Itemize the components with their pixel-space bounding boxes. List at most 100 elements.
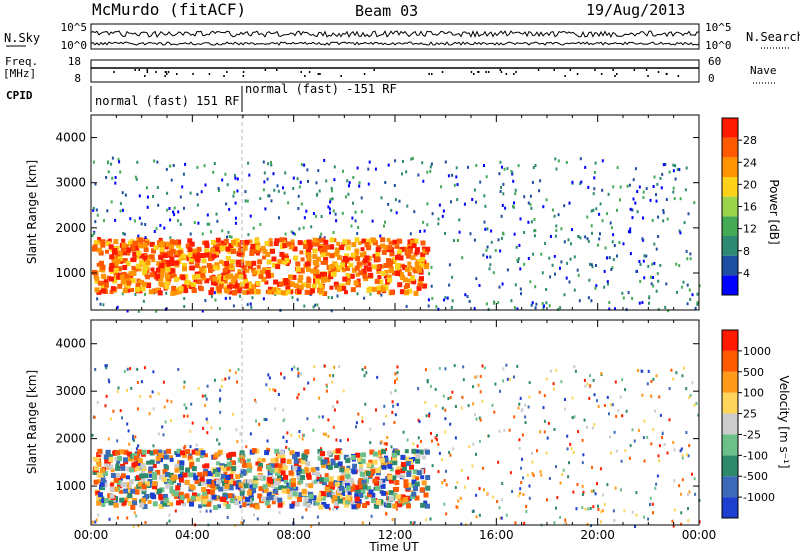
velocity-band-cell xyxy=(131,462,137,468)
velocity-cell xyxy=(149,395,152,398)
velocity-band-cell xyxy=(110,473,116,478)
power-band-cell xyxy=(228,263,234,269)
velocity-band-cell xyxy=(139,473,145,479)
power-band-cell xyxy=(119,274,125,280)
power-cell xyxy=(356,166,359,170)
power-cell xyxy=(529,194,532,198)
power-cell xyxy=(568,201,571,205)
power-cell xyxy=(456,198,459,202)
colorbar-tick-label: -100 xyxy=(743,449,768,462)
velocity-band-cell xyxy=(117,483,122,489)
nave-dot xyxy=(242,71,245,73)
nave-dot xyxy=(176,73,178,75)
velocity-band-cell xyxy=(321,501,327,507)
velocity-band-cell xyxy=(318,504,324,510)
velocity-cell xyxy=(162,380,165,384)
power-band-cell xyxy=(221,240,226,246)
velocity-band-cell xyxy=(289,503,295,509)
velocity-cell xyxy=(328,507,331,511)
power-band-cell xyxy=(395,271,401,276)
velocity-band-cell xyxy=(394,450,400,456)
velocity-band-cell xyxy=(328,476,334,482)
power-cell xyxy=(672,190,675,194)
power-band-cell xyxy=(297,277,303,283)
power-band-cell xyxy=(270,248,275,254)
power-band-cell xyxy=(170,248,176,254)
power-cell xyxy=(473,238,476,242)
power-cell xyxy=(426,202,429,206)
velocity-band-cell xyxy=(406,482,412,488)
power-cell xyxy=(297,194,300,198)
noise-sky-trace xyxy=(90,30,700,39)
power-band-cell xyxy=(194,263,200,269)
power-cell xyxy=(351,216,354,220)
velocity-cell xyxy=(651,502,654,506)
velocity-band-cell xyxy=(136,461,141,466)
power-cell xyxy=(629,227,632,231)
velocity-band-cell xyxy=(223,494,229,500)
power-cell xyxy=(555,229,558,233)
velocity-cell xyxy=(625,409,628,413)
velocity-cell xyxy=(441,458,443,461)
velocity-band-cell xyxy=(269,462,275,468)
velocity-cell xyxy=(687,454,690,458)
velocity-band-cell xyxy=(189,459,195,465)
power-band-cell xyxy=(237,288,243,294)
velocity-band-cell xyxy=(165,483,171,489)
power-band-cell xyxy=(319,271,325,277)
noise-panel xyxy=(90,23,700,50)
velocity-band-cell xyxy=(362,503,368,508)
velocity-band-cell xyxy=(344,468,350,473)
power-cell xyxy=(298,185,301,189)
power-band-cell xyxy=(381,249,387,255)
velocity-band-cell xyxy=(311,495,317,501)
power-band-cell xyxy=(101,273,107,279)
velocity-cell xyxy=(266,439,269,443)
power-band-cell xyxy=(161,259,166,265)
power-band-cell xyxy=(255,289,261,295)
power-cell xyxy=(287,201,290,205)
power-band-cell xyxy=(231,240,237,245)
velocity-cell xyxy=(162,474,167,479)
power-cell xyxy=(651,262,654,266)
power-cell xyxy=(356,278,361,283)
colorbar-tick-label: 100 xyxy=(743,387,764,400)
power-cell xyxy=(453,183,456,187)
power-cell xyxy=(441,214,444,218)
velocity-cell xyxy=(204,495,209,500)
power-cell xyxy=(627,230,630,234)
power-cell xyxy=(230,235,233,239)
velocity-cell xyxy=(316,515,319,519)
velocity-band-cell xyxy=(302,455,308,460)
velocity-band-cell xyxy=(143,473,149,479)
velocity-band-cell xyxy=(321,462,326,468)
power-band-cell xyxy=(195,255,201,261)
velocity-cell xyxy=(542,406,545,410)
power-band-cell xyxy=(386,274,392,280)
velocity-cell xyxy=(475,417,478,421)
velocity-cell xyxy=(438,451,441,455)
velocity-cell xyxy=(519,487,522,491)
velocity-cell xyxy=(297,393,300,397)
power-band-cell xyxy=(291,274,297,280)
power-cell xyxy=(519,217,522,221)
velocity-band-cell xyxy=(174,463,180,469)
power-cell xyxy=(401,172,403,176)
power-cell xyxy=(486,227,489,231)
velocity-cell xyxy=(218,399,221,403)
velocity-cell xyxy=(498,429,501,433)
nave-dot xyxy=(499,69,502,71)
velocity-cell xyxy=(385,442,388,446)
velocity-cell xyxy=(216,438,219,442)
velocity-band-cell xyxy=(358,467,364,473)
power-cell xyxy=(146,195,149,199)
velocity-cell xyxy=(256,517,259,521)
y-tick-label: 1000 xyxy=(55,479,86,493)
velocity-cell xyxy=(543,419,546,423)
velocity-band-cell xyxy=(392,487,398,492)
power-cell xyxy=(652,284,655,288)
power-band-cell xyxy=(304,261,310,267)
power-cell xyxy=(664,163,667,166)
power-cell xyxy=(228,207,231,211)
